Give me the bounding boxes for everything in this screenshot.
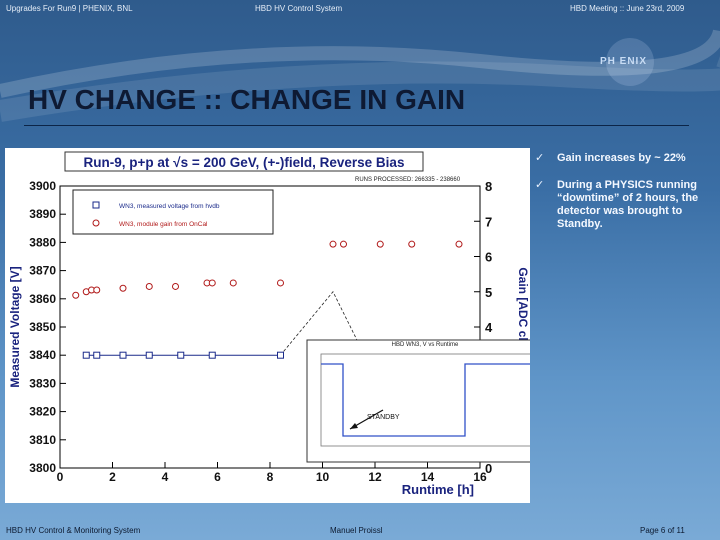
inset-frame xyxy=(307,340,530,462)
y-tick-label: 3880 xyxy=(29,235,56,249)
gain-marker xyxy=(409,241,415,247)
x-tick-label: 2 xyxy=(109,470,116,484)
gain-marker xyxy=(330,241,336,247)
voltage-marker xyxy=(178,352,184,358)
slide-title: HV CHANGE :: CHANGE IN GAIN xyxy=(28,84,465,116)
gain-marker xyxy=(146,283,152,289)
gain-marker xyxy=(94,287,100,293)
checkmark-icon: ✓ xyxy=(535,179,544,192)
voltage-marker xyxy=(278,352,284,358)
gain-marker xyxy=(341,241,347,247)
y2-tick-label: 5 xyxy=(485,285,492,300)
inset-title: HBD WN3, V vs Runtime xyxy=(392,342,459,348)
bullet-item: ✓ Gain increases by ~ 22% xyxy=(535,152,715,165)
y2-tick-label: 8 xyxy=(485,179,492,194)
inset-plot: HBD WN3, V vs Runtime STANDBY xyxy=(307,340,530,462)
legend-gain-label: WN3, module gain from OnCal xyxy=(119,221,208,228)
footer-center-text: Manuel Proissl xyxy=(330,526,382,535)
voltage-marker xyxy=(146,352,152,358)
x-tick-label: 6 xyxy=(214,470,221,484)
gain-marker xyxy=(278,280,284,286)
y-tick-label: 3800 xyxy=(29,461,56,475)
plot-title: Run-9, p+p at √s = 200 GeV, (+-)field, R… xyxy=(84,155,405,170)
x-tick-label: 16 xyxy=(473,470,487,484)
voltage-marker xyxy=(94,352,100,358)
plot-panel: Run-9, p+p at √s = 200 GeV, (+-)field, R… xyxy=(5,148,530,503)
y-tick-label: 3900 xyxy=(29,179,56,193)
y2-tick-label: 6 xyxy=(485,250,492,265)
slide-header: Upgrades For Run9 | PHENIX, BNL HBD HV C… xyxy=(0,0,720,16)
runs-processed-label: RUNS PROCESSED: 266335 - 238660 xyxy=(355,177,461,183)
y-axis-label: Measured Voltage [V] xyxy=(8,266,22,387)
y-tick-label: 3870 xyxy=(29,264,56,278)
voltage-marker xyxy=(209,352,215,358)
title-underline xyxy=(24,125,689,126)
gain-marker xyxy=(120,285,126,291)
gain-marker xyxy=(73,292,79,298)
header-center-text: HBD HV Control System xyxy=(255,4,342,13)
gain-marker xyxy=(209,280,215,286)
y2-tick-label: 7 xyxy=(485,214,492,229)
gain-marker xyxy=(377,241,383,247)
y2-tick-label: 4 xyxy=(485,320,493,335)
y-tick-label: 3820 xyxy=(29,405,56,419)
legend: WN3, measured voltage from hvdb WN3, mod… xyxy=(73,190,273,234)
y-tick-label: 3860 xyxy=(29,292,56,306)
x-tick-label: 4 xyxy=(162,470,169,484)
checkmark-icon: ✓ xyxy=(535,152,544,165)
voltage-marker xyxy=(120,352,126,358)
y-tick-label: 3890 xyxy=(29,207,56,221)
footer-right-text: Page 6 of 11 xyxy=(640,526,685,535)
bullet-text: Gain increases by ~ 22% xyxy=(557,152,686,164)
gain-voltage-chart: Run-9, p+p at √s = 200 GeV, (+-)field, R… xyxy=(5,148,530,503)
y-tick-label: 3850 xyxy=(29,320,56,334)
slide-footer: HBD HV Control & Monitoring System Manue… xyxy=(0,524,720,540)
y-tick-label: 3830 xyxy=(29,376,56,390)
bullet-item: ✓ During a PHYSICS running “downtime” of … xyxy=(535,179,715,231)
bullet-text: During a PHYSICS running “downtime” of 2… xyxy=(557,179,698,230)
x-tick-label: 8 xyxy=(267,470,274,484)
standby-label: STANDBY xyxy=(367,414,400,421)
voltage-marker xyxy=(83,352,89,358)
header-right-text: HBD Meeting :: June 23rd, 2009 xyxy=(570,4,684,13)
x-tick-label: 12 xyxy=(368,470,382,484)
x-tick-label: 10 xyxy=(316,470,330,484)
gain-marker xyxy=(230,280,236,286)
x-axis-label: Runtime [h] xyxy=(402,482,474,497)
y-tick-label: 3840 xyxy=(29,348,56,362)
legend-voltage-label: WN3, measured voltage from hvdb xyxy=(119,203,220,210)
gain-marker xyxy=(456,241,462,247)
footer-left-text: HBD HV Control & Monitoring System xyxy=(6,526,140,535)
phenix-logo: PH ENIX xyxy=(600,56,647,67)
bullet-list: ✓ Gain increases by ~ 22% ✓ During a PHYSI… xyxy=(535,152,715,245)
x-tick-label: 0 xyxy=(57,470,64,484)
header-left-text: Upgrades For Run9 | PHENIX, BNL xyxy=(6,4,133,13)
y-tick-label: 3810 xyxy=(29,433,56,447)
gain-marker xyxy=(173,283,179,289)
